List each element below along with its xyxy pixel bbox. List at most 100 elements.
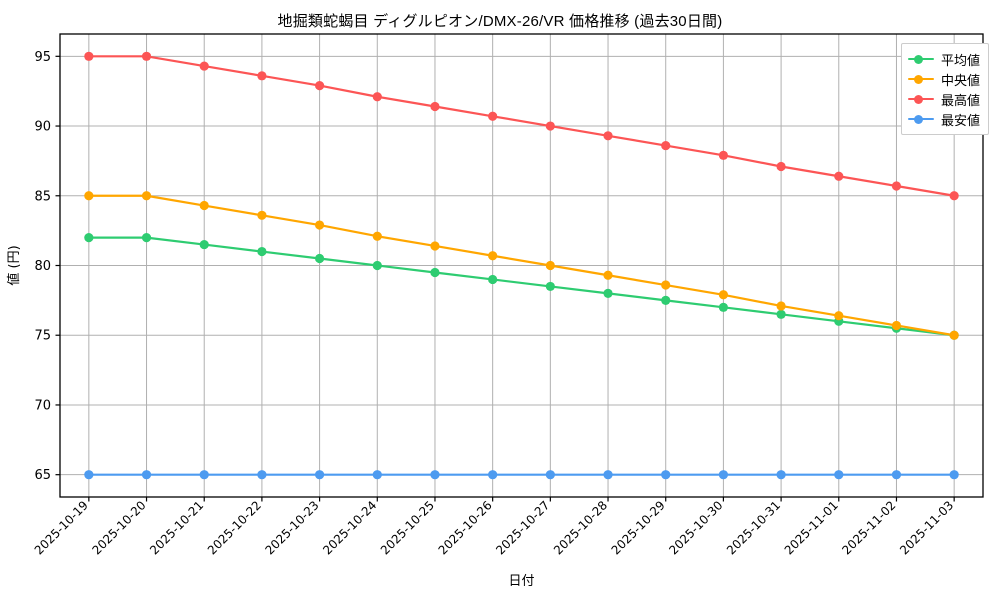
data-point [141, 470, 152, 480]
data-point [430, 241, 440, 251]
data-point [141, 233, 152, 243]
y-tick-label: 75 [34, 329, 51, 344]
series-layer [84, 51, 959, 480]
data-point [84, 470, 94, 480]
data-point [199, 470, 209, 480]
x-tick-label: 2025-10-29 [609, 498, 668, 557]
data-point [141, 51, 152, 61]
data-point [84, 191, 94, 201]
x-tick-label: 2025-11-03 [897, 498, 956, 557]
y-tick-label: 95 [34, 50, 51, 65]
legend-item-label: 平均値 [941, 53, 981, 69]
data-point [891, 320, 902, 331]
legend-item-label: 最高値 [941, 93, 981, 109]
chart-legend: 平均値 中央値最高値 最安値 [901, 43, 990, 135]
axis-titles: 日付 値 (円) [6, 245, 535, 589]
data-point [314, 470, 325, 480]
x-tick-label: 2025-10-27 [493, 498, 552, 557]
data-point [776, 161, 786, 172]
data-point [372, 260, 382, 271]
data-point [834, 171, 844, 181]
data-point [603, 288, 613, 298]
data-point [891, 470, 902, 480]
data-point [718, 150, 729, 160]
legend-item-1[interactable]: 中央値 [908, 69, 980, 89]
data-point [430, 267, 440, 278]
x-tick-label: 2025-10-24 [320, 498, 379, 557]
data-point [949, 330, 959, 340]
data-point [84, 51, 94, 61]
legend-item-2[interactable]: 最高値 [908, 89, 980, 109]
data-point [372, 92, 382, 102]
data-point [661, 295, 671, 305]
data-point [257, 470, 267, 480]
data-point [257, 210, 267, 220]
legend-item-3[interactable]: 最安値 [908, 109, 980, 129]
x-tick-label: 2025-10-22 [205, 498, 264, 557]
data-point [776, 470, 786, 480]
data-point [834, 470, 844, 480]
data-point [314, 253, 325, 264]
data-point [372, 231, 382, 241]
data-point [718, 302, 729, 312]
grid-lines [60, 34, 983, 497]
series-line-0 [87, 236, 956, 337]
data-point [199, 239, 209, 250]
data-point [718, 470, 729, 480]
data-point [488, 111, 498, 121]
x-tick-label: 2025-10-30 [666, 498, 725, 557]
data-point [603, 270, 613, 280]
legend-swatch-icon [908, 112, 934, 126]
data-point [545, 281, 555, 292]
x-tick-label: 2025-10-26 [436, 498, 495, 557]
data-point [430, 101, 440, 112]
x-tick-label: 2025-11-01 [782, 498, 841, 557]
y-tick-label: 90 [34, 120, 51, 135]
x-axis-title: 日付 [508, 574, 534, 589]
y-tick-label: 70 [34, 398, 51, 413]
data-point [661, 280, 671, 290]
data-point [199, 200, 209, 211]
legend-swatch-icon [908, 52, 934, 66]
y-tick-label: 80 [34, 259, 51, 274]
data-point [776, 309, 786, 319]
data-point [372, 470, 382, 480]
data-point [949, 191, 959, 201]
legend-swatch-icon [908, 92, 934, 106]
data-point [314, 220, 325, 230]
legend-item-0[interactable]: 平均値 [908, 49, 980, 69]
y-tick-label: 65 [34, 468, 51, 483]
data-point [488, 251, 498, 261]
data-point [949, 470, 959, 480]
data-point [488, 470, 498, 480]
x-tick-label: 2025-10-23 [262, 498, 321, 557]
series-line-2 [87, 55, 956, 197]
axes [55, 33, 984, 502]
data-point [314, 80, 325, 91]
y-tick-label: 85 [34, 189, 51, 204]
x-tick-label: 2025-10-25 [378, 498, 437, 557]
data-point [545, 470, 555, 480]
x-tick-label: 2025-10-20 [89, 498, 148, 557]
series-line-1 [87, 194, 956, 337]
x-tick-label: 2025-10-31 [724, 498, 783, 557]
data-point [603, 131, 613, 141]
data-point [718, 290, 729, 300]
data-point [776, 301, 786, 311]
data-point [488, 274, 498, 285]
legend-swatch-icon [908, 72, 934, 86]
data-point [545, 121, 555, 131]
data-point [545, 260, 555, 271]
data-point [84, 233, 94, 243]
data-point [199, 61, 209, 71]
data-point [603, 470, 613, 480]
x-tick-label: 2025-11-02 [839, 498, 898, 557]
data-point [661, 140, 671, 151]
data-point [141, 191, 152, 201]
data-point [257, 71, 267, 81]
data-point [834, 311, 844, 321]
x-tick-label: 2025-10-21 [147, 498, 206, 557]
data-point [430, 470, 440, 480]
